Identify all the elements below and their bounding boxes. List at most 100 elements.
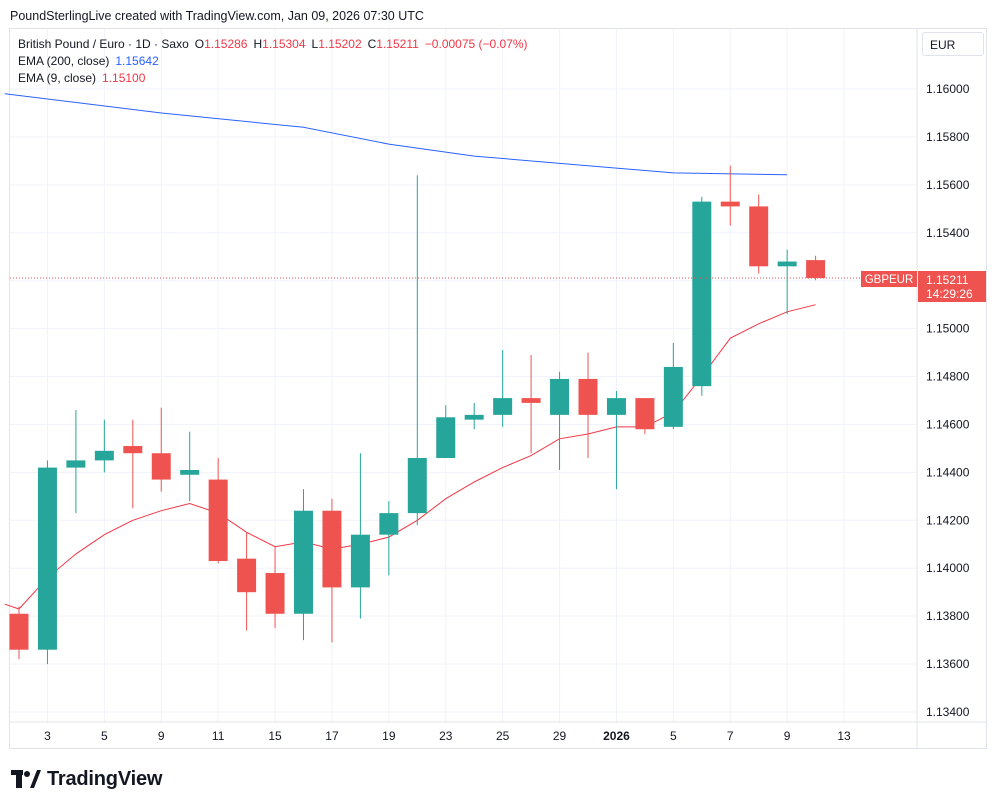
y-tick-label: 1.13800 [926,609,970,623]
legend-open-key: O [194,37,205,51]
candle-body [749,206,769,267]
candle-up[interactable] [493,350,513,427]
candle-up[interactable] [294,489,313,641]
candle-body [237,558,257,593]
candle-body [720,201,740,207]
candle-down[interactable] [720,165,740,226]
y-tick-label: 1.14600 [926,417,970,431]
candle-down[interactable] [9,606,29,660]
candle-body [464,414,484,420]
price-label: GBPEUR 1.15211 14:29:26 [861,271,986,302]
candle-body [521,398,541,403]
last-price-tag [918,271,986,302]
ema200-line [4,93,788,176]
candle-body [493,398,513,415]
candle-down[interactable] [749,194,769,274]
candle-body [806,260,826,279]
x-tick-label: 3 [44,729,51,743]
candle-down[interactable] [237,532,257,631]
y-axis-ticks: 1.13400 1.13600 1.13800 1.14000 1.14200 1.144… [926,82,970,719]
candle-up[interactable] [66,410,86,514]
candle-up[interactable] [777,249,797,315]
candle-up[interactable] [37,460,57,665]
currency-button[interactable]: EUR [922,32,984,56]
legend-low-value: 1.15202 [318,37,362,51]
candle-down[interactable] [123,419,143,509]
candle-body [208,479,228,562]
candle-body [322,510,342,588]
x-tick-label: 5 [101,729,108,743]
x-tick-label: 29 [553,729,567,743]
candle-body [265,573,285,614]
candle-body [436,417,456,459]
candle-up[interactable] [350,453,370,619]
candle-down[interactable] [635,398,655,435]
candle-body [635,398,655,430]
legend-high-value: 1.15304 [262,37,306,51]
x-tick-label: 17 [325,729,339,743]
y-tick-label: 1.15800 [926,130,970,144]
candle-down[interactable] [265,546,285,629]
legend-close-key: C [367,37,377,51]
ema200-layer [4,93,788,176]
y-tick-label: 1.15000 [926,322,970,336]
x-tick-label: 9 [784,729,791,743]
candles [9,165,826,665]
axis-lines [10,29,987,749]
x-tick-label: 11 [212,729,225,743]
candle-body [294,510,313,614]
candle-body [37,467,57,650]
y-tick-label: 1.15400 [926,226,970,240]
candle-down[interactable] [806,255,826,281]
countdown-text: 14:29:26 [926,287,973,301]
legend-close-value: 1.15211 [376,37,419,51]
candle-up[interactable] [379,501,399,576]
y-tick-label: 1.13400 [926,705,970,719]
candle-up[interactable] [606,390,626,490]
x-tick-label: 23 [439,729,453,743]
tradingview-logo[interactable]: TradingView [11,766,162,792]
candle-up[interactable] [663,342,683,430]
candle-down[interactable] [208,458,228,564]
legend-ema9-value: 1.15100 [102,71,146,85]
legend-open-value: 1.15286 [204,37,248,51]
candle-up[interactable] [94,419,114,473]
x-tick-label: 5 [670,729,677,743]
x-axis-ticks: 3 5 9 11 15 17 19 23 25 29 2026 5 7 9 13 [44,729,851,743]
candle-up[interactable] [180,431,200,502]
legend-ema9-row[interactable]: EMA (9, close) 1.15100 [18,70,528,87]
candle-body [123,446,143,454]
candle-down[interactable] [578,352,598,459]
candle-body [578,378,598,415]
last-price-text: 1.15211 [926,273,969,287]
legend-ema200-row[interactable]: EMA (200, close) 1.15642 [18,53,528,70]
y-tick-label: 1.14400 [926,465,970,479]
candle-body [9,613,29,650]
x-tick-label: 19 [382,729,396,743]
candle-down[interactable] [322,498,342,643]
legend-low-key: L [311,37,319,51]
candle-up[interactable] [692,196,712,396]
y-tick-label: 1.14800 [926,370,970,384]
y-tick-label: 1.16000 [926,82,970,96]
candle-body [606,398,626,415]
candle-up[interactable] [436,405,456,459]
candle-body [550,378,570,415]
candle-up[interactable] [550,371,570,470]
y-tick-label: 1.14000 [926,561,970,575]
legend-ema200-value: 1.15642 [115,54,159,68]
y-tick-label: 1.14200 [926,513,970,527]
legend-symbol[interactable]: British Pound / Euro · 1D · Saxo [18,37,189,51]
candle-body [180,469,200,475]
x-tick-label: 15 [268,729,282,743]
candle-body [350,534,370,588]
candle-up[interactable] [464,402,484,430]
candle-up[interactable] [407,175,427,526]
candle-down[interactable] [521,354,541,454]
candle-down[interactable] [151,407,171,492]
symbol-tag-text: GBPEUR [865,274,914,286]
x-tick-label: 13 [837,729,851,743]
legend-ema9-label: EMA (9, close) [18,71,97,85]
x-tick-label: 2026 [603,729,630,743]
